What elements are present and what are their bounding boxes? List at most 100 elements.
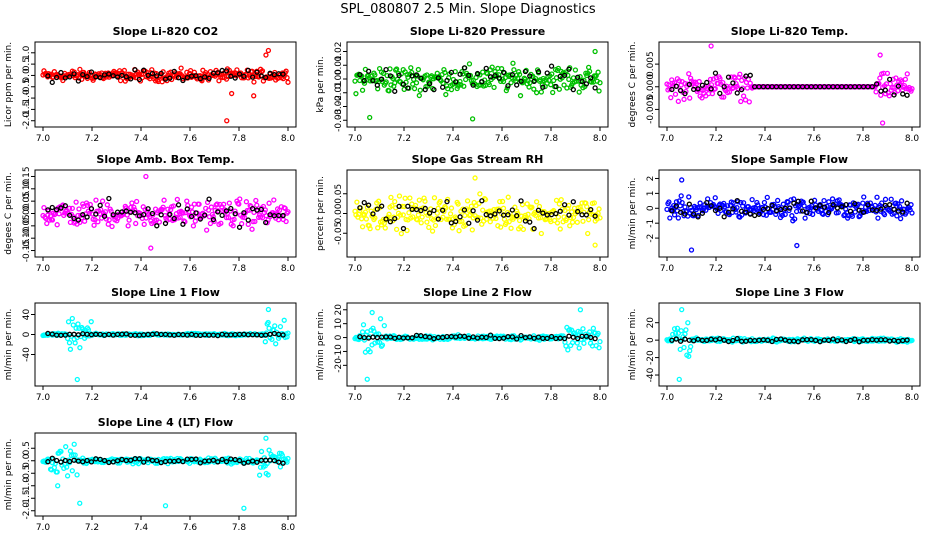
data-point [221, 201, 227, 207]
data-point [537, 214, 544, 221]
mean-point [249, 74, 256, 80]
data-point [590, 325, 597, 331]
data-point [125, 223, 131, 229]
data-point [893, 75, 899, 81]
mean-point [531, 78, 537, 84]
mean-point [62, 203, 68, 209]
mean-point [717, 336, 723, 342]
data-point [555, 214, 562, 220]
data-point [696, 78, 702, 85]
mean-point [588, 334, 594, 341]
mean-point [435, 75, 441, 81]
mean-point [114, 458, 121, 464]
data-point [361, 211, 368, 218]
data-point [556, 201, 562, 207]
data-point [443, 91, 449, 98]
x-tick-label: 8.0 [905, 264, 920, 274]
y-axis-label: Licor ppm per min. [4, 42, 14, 127]
data-point [742, 97, 749, 103]
mean-point [527, 219, 533, 225]
x-tick-label: 7.8 [856, 264, 871, 274]
y-tick-label: -0.05 [22, 214, 32, 237]
mean-point [71, 215, 77, 222]
plot-7: Slope Line 2 Flow 7.0 7.2 7.4 7.6 7.8 8.0 -20-1… [316, 286, 609, 403]
data-point [241, 214, 248, 221]
mean-point [457, 214, 463, 220]
data-point [126, 217, 132, 223]
data-point [676, 78, 682, 84]
data-point [740, 93, 747, 99]
mean-point [518, 198, 524, 204]
data-point [411, 85, 418, 92]
x-tick-label: 8.0 [905, 393, 920, 403]
mean-point [575, 208, 581, 215]
outlier-point [676, 376, 682, 383]
data-point [161, 197, 167, 203]
mean-point [575, 335, 581, 342]
data-point [667, 215, 673, 221]
data-point [531, 86, 537, 92]
mean-point [721, 214, 727, 220]
mean-point [154, 73, 160, 79]
data-point [595, 69, 601, 75]
y-tick-label: -40 [22, 347, 32, 362]
data-point [63, 444, 69, 450]
y-tick-label: -1.0 [22, 89, 32, 107]
plot-title: Slope Amb. Box Temp. [96, 153, 234, 166]
data-point [70, 322, 76, 328]
y-tick-label: 0 [646, 337, 656, 343]
mean-point [409, 73, 415, 79]
mean-point [58, 205, 64, 211]
data-point [414, 217, 421, 223]
mean-point [53, 457, 60, 464]
mean-point [588, 206, 594, 213]
data-point [376, 339, 383, 346]
data-point [76, 206, 82, 212]
data-point [54, 469, 60, 475]
mean-point [400, 225, 407, 232]
mean-point [592, 85, 598, 91]
data-point [61, 212, 67, 219]
data-point [424, 219, 430, 225]
mean-point [747, 72, 753, 78]
mean-point [882, 337, 888, 343]
y-tick-label: 0.005 [646, 51, 656, 77]
data-point [281, 317, 287, 323]
data-point [746, 99, 752, 105]
data-point [160, 204, 166, 210]
mean-point [197, 460, 203, 466]
mean-point [80, 459, 86, 465]
mean-point [474, 70, 481, 77]
data-point [566, 202, 572, 209]
data-point [269, 336, 275, 342]
mean-point [67, 74, 73, 80]
data-point [117, 77, 124, 84]
plot-frame [658, 169, 921, 258]
data-point [372, 72, 378, 78]
mean-point [738, 86, 745, 93]
mean-point [496, 208, 502, 214]
data-point [386, 88, 392, 94]
data-point [208, 204, 215, 210]
data-point [761, 199, 768, 206]
data-point [503, 220, 510, 226]
y-tick-label: -0.05 [334, 222, 344, 245]
mean-point [149, 70, 156, 77]
data-point [881, 211, 888, 218]
y-tick-label: -40 [646, 367, 656, 382]
y-tick-label: -1 [646, 219, 656, 228]
mean-point [236, 71, 243, 77]
data-point [801, 203, 807, 209]
x-tick-label: 7.2 [85, 134, 99, 144]
mean-point [413, 72, 420, 78]
data-point [533, 90, 540, 96]
mean-point [206, 196, 212, 202]
data-point [882, 196, 889, 202]
y-tick-label: -0.5 [22, 78, 32, 96]
data-point [722, 204, 728, 210]
data-point [424, 72, 430, 78]
mean-point [123, 331, 129, 337]
mean-point [570, 86, 576, 93]
mean-point [544, 70, 550, 76]
data-point [863, 208, 870, 215]
